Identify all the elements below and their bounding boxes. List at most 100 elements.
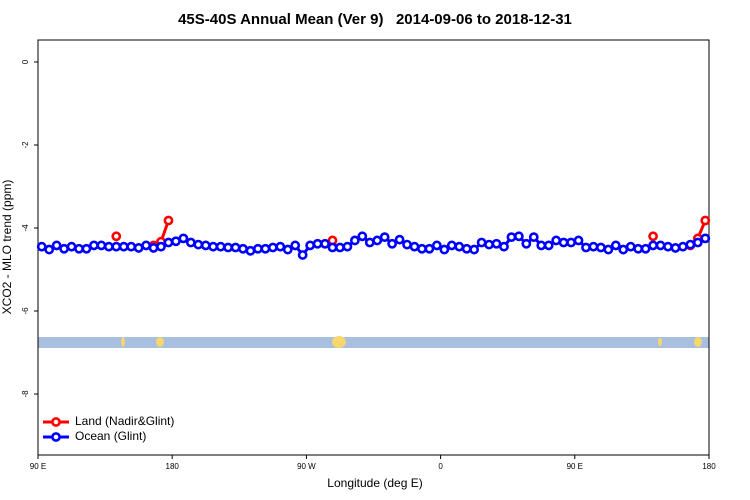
series-point: [431, 240, 442, 251]
legend-label: Land (Nadir&Glint): [75, 414, 174, 428]
x-tick-label: 90 W: [297, 462, 316, 471]
series-point: [461, 243, 472, 254]
series-point: [439, 244, 450, 255]
series-point: [305, 240, 316, 251]
series-point: [372, 235, 383, 246]
series-point: [267, 242, 278, 253]
y-tick-label: -4: [21, 224, 30, 232]
series-point: [178, 233, 189, 244]
series-point: [499, 241, 509, 252]
series-point: [238, 243, 248, 254]
x-tick-label: 180: [702, 462, 716, 471]
series-point: [633, 243, 644, 254]
y-tick-label: -6: [21, 307, 30, 315]
series-point: [74, 243, 84, 254]
series-point: [342, 241, 353, 252]
legend-label: Ocean (Glint): [75, 429, 146, 443]
series-point: [655, 240, 666, 251]
series-point: [648, 231, 658, 242]
land-patch: [121, 337, 125, 347]
series-point: [394, 234, 405, 245]
series-point: [327, 242, 338, 253]
series-point: [536, 240, 547, 251]
series-point: [528, 232, 539, 243]
series-point: [543, 240, 554, 251]
series-point: [595, 242, 606, 253]
series-point: [141, 240, 152, 251]
legend-marker: [51, 432, 61, 442]
series-point: [648, 240, 658, 251]
series-point: [133, 243, 144, 253]
series-point: [320, 238, 330, 249]
series-point: [700, 233, 711, 244]
series-point: [297, 250, 308, 260]
series-point: [275, 241, 286, 252]
series-point: [185, 237, 196, 248]
series-point: [208, 241, 219, 252]
series-point: [424, 243, 435, 254]
series-point: [282, 244, 293, 255]
series-point: [663, 241, 673, 252]
series-point: [111, 241, 122, 252]
series-point: [640, 243, 651, 254]
series-point: [476, 237, 487, 248]
series-point: [685, 239, 696, 250]
land-patch: [694, 337, 702, 347]
series-point: [200, 240, 211, 251]
series-point: [364, 237, 375, 248]
x-tick-label: 90 E: [30, 462, 46, 471]
series-point: [81, 243, 92, 254]
series-point: [312, 238, 323, 249]
land-patch: [332, 336, 346, 348]
series-point: [96, 240, 107, 251]
series-point: [118, 241, 129, 252]
series-point: [36, 241, 47, 252]
land-mask: [38, 336, 709, 348]
series-point: [260, 243, 271, 254]
series-point: [506, 232, 517, 243]
series-point: [103, 241, 114, 252]
series-point: [573, 235, 584, 246]
series-point: [469, 244, 480, 255]
x-axis-label: Longitude (deg E): [327, 476, 422, 490]
series-point: [603, 244, 614, 255]
series-point: [625, 241, 636, 252]
x-tick-label: 0: [438, 462, 443, 471]
series-point: [610, 240, 621, 251]
series-point: [670, 243, 681, 253]
series-point: [379, 232, 390, 243]
series-point: [171, 236, 181, 247]
series-point: [446, 240, 457, 251]
series-point: [230, 242, 241, 253]
series-point: [59, 243, 69, 254]
series-point: [484, 239, 494, 250]
x-tick-label: 180: [166, 462, 180, 471]
series-point: [111, 231, 122, 242]
series-point: [618, 244, 629, 255]
series-point: [148, 243, 159, 253]
land-mask-strip: [38, 337, 709, 348]
series-point: [51, 240, 62, 251]
series-point: [253, 243, 263, 254]
y-tick-label: 0: [21, 59, 30, 64]
series-point: [126, 241, 137, 252]
series-point: [215, 241, 226, 252]
series-point: [551, 235, 562, 246]
series-point: [349, 235, 360, 246]
series-point: [678, 241, 688, 252]
series-point: [89, 240, 99, 251]
series-point: [588, 241, 599, 252]
land-patch: [658, 338, 662, 346]
series-point: [521, 238, 532, 249]
series-point: [558, 237, 569, 248]
series-point: [44, 244, 55, 255]
series-point: [223, 242, 234, 253]
series-point: [581, 242, 591, 253]
series-point: [357, 231, 368, 242]
series-point: [156, 241, 166, 252]
series-point: [409, 241, 420, 252]
chart-title: 45S-40S Annual Mean (Ver 9) 2014-09-06 t…: [178, 11, 572, 28]
series-point: [692, 237, 703, 248]
series-point: [402, 239, 412, 250]
